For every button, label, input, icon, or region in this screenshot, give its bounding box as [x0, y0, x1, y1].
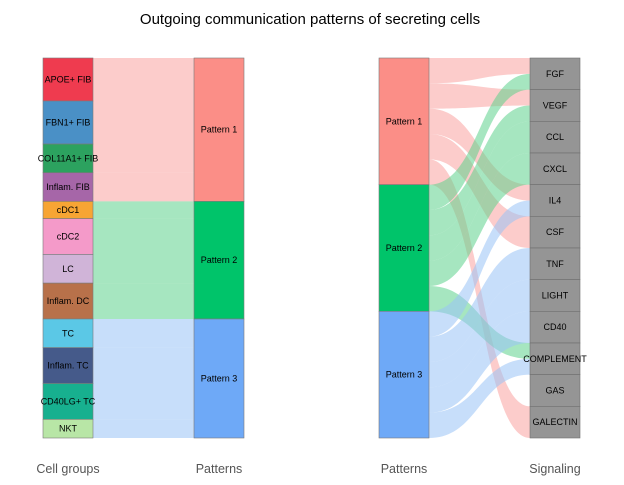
signaling-label: IL4 — [549, 196, 562, 206]
cell-group-label: CD40LG+ TC — [41, 396, 96, 406]
signaling-node-tnf — [529, 247, 581, 280]
cell-group-node-inflam-dc — [42, 282, 94, 320]
cell-group-node-inflam-fib — [42, 172, 94, 202]
flow-link-pattern-2-fgf — [429, 73, 530, 210]
signaling-label: TNF — [546, 259, 564, 269]
cell-group-node-tc — [42, 318, 94, 348]
flow-link-cd40lg-tc — [93, 383, 194, 420]
cell-group-label: TC — [62, 328, 74, 338]
flow-link-inflam-tc — [93, 347, 194, 384]
signaling-node-il4 — [529, 184, 581, 217]
signaling-node-galectin — [529, 406, 581, 439]
right-axis-patterns-label: Patterns — [381, 462, 428, 476]
signaling-label: CCL — [546, 132, 564, 142]
signaling-label: GAS — [545, 386, 564, 396]
signaling-label: FGF — [546, 69, 564, 79]
flow-link-inflam-fib — [93, 172, 194, 202]
flow-link-tc — [93, 318, 194, 348]
flow-link-pattern-3-complement — [429, 358, 530, 438]
flow-link-apoe-fib — [93, 58, 194, 102]
pattern-label: Pattern 2 — [201, 255, 238, 265]
cell-group-node-cd40lg-tc — [42, 383, 94, 420]
signaling-label: COMPLEMENT — [523, 354, 587, 364]
pattern-node-2 — [378, 184, 430, 312]
flow-link-pattern-2-vegf — [429, 105, 530, 236]
flow-link-lc — [93, 254, 194, 284]
figure-title: Outgoing communication patterns of secre… — [140, 11, 480, 28]
flow-link-fbn1-fib — [93, 101, 194, 145]
right-axis-signaling-label: Signaling — [529, 462, 580, 476]
flow-link-pattern-3-cd40 — [429, 311, 530, 413]
cell-group-label: FBN1+ FIB — [46, 118, 91, 128]
signaling-label: LIGHT — [542, 291, 569, 301]
pattern-node-3 — [193, 318, 245, 439]
flow-link-pattern-3-tnf — [429, 248, 530, 362]
cell-group-node-lc — [42, 254, 94, 284]
pattern-label: Pattern 2 — [386, 243, 423, 253]
left-nodes: APOE+ FIB FBN1+ FIB COL11A1+ FIB Inflam. FI… — [38, 57, 245, 439]
flow-link-col11a1-fib — [93, 144, 194, 173]
cell-group-label: NKT — [59, 424, 78, 434]
cell-group-label: Inflam. FIB — [46, 182, 90, 192]
pattern-label: Pattern 1 — [201, 125, 238, 135]
signaling-label: VEGF — [543, 101, 568, 111]
flow-link-pattern-3-il4 — [429, 200, 530, 337]
cell-group-node-nkt — [42, 419, 94, 439]
signaling-label: CD40 — [543, 322, 566, 332]
cell-group-label: APOE+ FIB — [45, 75, 92, 85]
flow-link-cdc1 — [93, 201, 194, 219]
pattern-label: Pattern 3 — [201, 373, 238, 383]
flow-link-pattern-1-fgf — [429, 58, 530, 84]
cell-group-node-apoe-fib — [42, 57, 94, 102]
cell-group-label: LC — [62, 264, 74, 274]
signaling-label: GALECTIN — [532, 417, 577, 427]
cell-group-label: Inflam. TC — [47, 361, 89, 371]
cell-group-node-fbn1-fib — [42, 100, 94, 145]
pattern-node-1 — [378, 57, 430, 185]
signaling-node-fgf — [529, 57, 581, 90]
right-flow-links — [429, 58, 530, 439]
pattern-label: Pattern 1 — [386, 116, 423, 126]
cell-group-label: cDC1 — [57, 205, 80, 215]
left-axis-patterns-label: Patterns — [196, 462, 243, 476]
signaling-label: CSF — [546, 227, 565, 237]
flow-link-inflam-dc — [93, 283, 194, 319]
flow-link-cdc2 — [93, 218, 194, 255]
flow-link-pattern-2-cxcl — [429, 153, 530, 286]
right-nodes: Pattern 1 Pattern 2 Pattern 3 FGF VEGF CCL CXC… — [378, 57, 587, 439]
cell-group-label: COL11A1+ FIB — [38, 153, 99, 163]
left-axis-cell-groups-label: Cell groups — [36, 462, 99, 476]
flow-link-nkt — [93, 419, 194, 438]
signaling-node-cd40 — [529, 311, 581, 344]
cell-group-label: cDC2 — [57, 232, 80, 242]
pattern-node-2 — [193, 201, 245, 320]
flow-link-pattern-3-light — [429, 279, 530, 388]
signaling-label: CXCL — [543, 164, 567, 174]
flow-link-pattern-2-ccl — [429, 121, 530, 261]
signaling-node-ccl — [529, 121, 581, 154]
cell-group-label: Inflam. DC — [47, 296, 90, 306]
pattern-label: Pattern 3 — [386, 370, 423, 380]
pattern-node-1 — [193, 57, 245, 202]
signaling-node-csf — [529, 216, 581, 249]
left-flow-links — [93, 58, 194, 438]
pattern-node-3 — [378, 311, 430, 439]
